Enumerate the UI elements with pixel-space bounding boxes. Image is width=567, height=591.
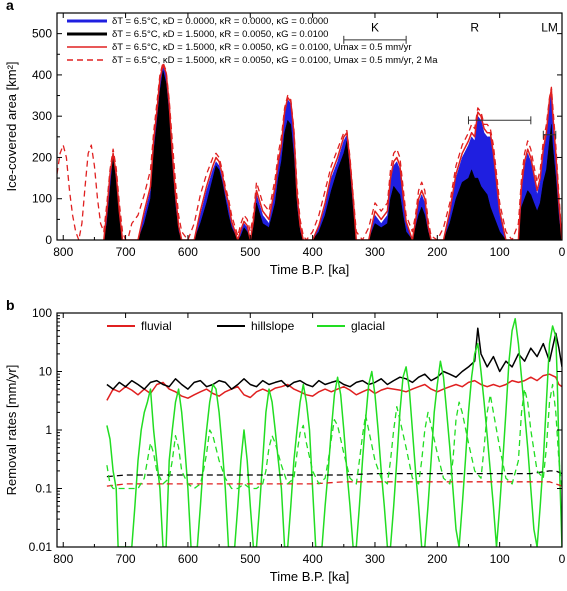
annotation-R: R [470, 21, 479, 35]
series-fluvial-solid-line [106, 373, 562, 401]
y-tick-label-0.01: 0.01 [29, 540, 53, 554]
x-tick-label-500: 500 [240, 245, 260, 259]
x-tick-label-400: 400 [303, 245, 323, 259]
plot-area-a [57, 61, 562, 240]
series-fluvial-dashed-line [106, 481, 562, 487]
y-tick-label-1: 1 [45, 423, 52, 437]
x-tick-label-700: 700 [116, 245, 136, 259]
x-tick-label-0: 0 [559, 245, 566, 259]
x-tick-label-300: 300 [365, 552, 385, 566]
legend-label-1: δT = 6.5°C, κD = 1.5000, κR = 0.0050, κG… [112, 29, 328, 40]
x-axis-label-a: Time B.P. [ka] [270, 262, 349, 277]
panel-letter-b: b [6, 297, 15, 313]
y-tick-label-0: 0 [45, 233, 52, 247]
series-glacial-dashed-line [106, 383, 562, 490]
panel-b: 800 700 600 500 400 300 200 100 0 0.01 0.1 1 10 100 Ti… [4, 297, 566, 584]
series-hillslope-solid-line [106, 327, 562, 390]
y-axis-label-a: Ice-covered area [km²] [4, 61, 19, 191]
y-tick-label-300: 300 [32, 109, 52, 123]
series-red-dashed-line [57, 61, 562, 240]
y-tick-label-400: 400 [32, 68, 52, 82]
annotation-LM: LM [541, 21, 558, 35]
legend-label-3: δT = 6.5°C, κD = 1.5000, κR = 0.0050, κG… [112, 55, 438, 66]
x-tick-label-800: 800 [53, 245, 73, 259]
x-tick-label-800: 800 [53, 552, 73, 566]
y-tick-label-500: 500 [32, 27, 52, 41]
series-red-line [103, 63, 562, 240]
axes-frame-a [56, 12, 563, 241]
y-tick-label-100: 100 [32, 192, 52, 206]
y-tick-label-100: 100 [32, 306, 52, 320]
y-axis-label-b: Removal rates [mm/yr] [4, 365, 19, 496]
panel-a: 800 700 600 500 400 300 200 100 0 0 100 200 300 400 50… [4, 0, 566, 277]
x-tick-label-100: 100 [490, 552, 510, 566]
x-tick-label-200: 200 [427, 245, 447, 259]
x-tick-label-100: 100 [490, 245, 510, 259]
x-axis-label-b: Time B.P. [ka] [270, 569, 349, 584]
x-tick-label-200: 200 [427, 552, 447, 566]
legend-label-2: δT = 6.5°C, κD = 1.5000, κR = 0.0050, κG… [112, 42, 412, 53]
x-tick-label-600: 600 [178, 245, 198, 259]
x-tick-label-400: 400 [303, 552, 323, 566]
series-hillslope-dashed-line [106, 470, 562, 478]
legend-label-hillslope: hillslope [251, 319, 295, 333]
series-glacial-solid-line [106, 317, 562, 547]
y-tick-label-0.1: 0.1 [35, 482, 52, 496]
y-tick-label-10: 10 [39, 365, 53, 379]
legend-label-0: δT = 6.5°C, κD = 0.0000, κR = 0.0000, κG… [112, 16, 328, 27]
y-tick-label-200: 200 [32, 150, 52, 164]
x-tick-label-0: 0 [559, 552, 566, 566]
annotation-K: K [371, 21, 379, 35]
x-tick-label-300: 300 [365, 245, 385, 259]
series-black-area [103, 70, 562, 240]
x-tick-label-700: 700 [116, 552, 136, 566]
legend-label-glacial: glacial [351, 319, 385, 333]
x-tick-label-600: 600 [178, 552, 198, 566]
panel-letter-a: a [6, 0, 14, 13]
legend-label-fluvial: fluvial [141, 319, 172, 333]
plot-area-b [106, 317, 562, 547]
x-tick-label-500: 500 [240, 552, 260, 566]
